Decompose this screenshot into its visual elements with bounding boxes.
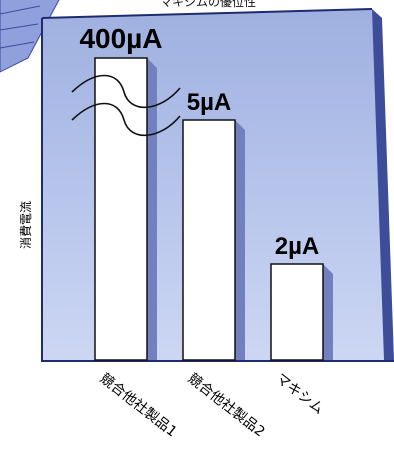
category-label-2: 競合他社製品2 (185, 371, 268, 441)
bar-2 (182, 119, 245, 361)
value-labels-group: 400µA 5µA 2µA (79, 23, 319, 260)
axis-break (71, 74, 181, 137)
category-label-1: 競合他社製品1 (97, 371, 180, 441)
value-label-1: 400µA (79, 23, 162, 54)
category-labels-group: 競合他社製品1 競合他社製品2 マキシム (97, 371, 327, 441)
y-axis-label: 消費電流 (18, 201, 33, 249)
bars-group (71, 57, 333, 361)
bar-3 (270, 263, 333, 361)
value-label-2: 5µA (187, 89, 232, 116)
category-label-3: マキシム (273, 371, 327, 418)
cut-off-title: マキシムの優位性 (160, 0, 256, 9)
value-label-3: 2µA (275, 233, 320, 260)
